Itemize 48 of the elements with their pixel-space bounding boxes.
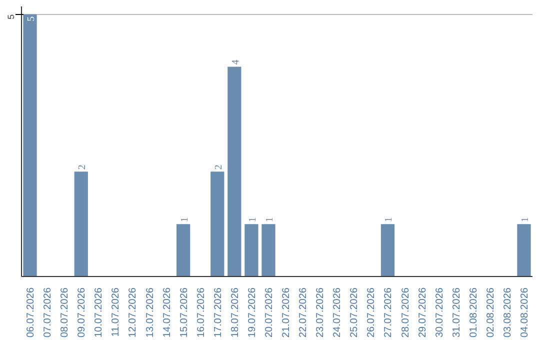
- x-tick-label: 15.07.2026: [178, 287, 190, 338]
- x-tick-label: 08.07.2026: [60, 287, 71, 338]
- x-tick-label: 11.07.2026: [110, 287, 122, 337]
- x-tick-label: 26.07.2026: [366, 287, 378, 338]
- x-tick-label: 16.07.2026: [196, 287, 207, 338]
- bar: [74, 172, 88, 276]
- bar: [210, 172, 224, 276]
- x-tick-label: 21.07.2026: [281, 287, 292, 338]
- bar: [517, 224, 531, 276]
- x-tick-label: 30.07.2026: [434, 287, 446, 338]
- x-tick-label: 22.07.2026: [298, 287, 310, 338]
- x-tick-label: 20.07.2026: [264, 287, 275, 338]
- x-tick-label: 09.07.2026: [76, 287, 88, 338]
- data-label: 1: [264, 217, 276, 222]
- bar: [23, 14, 37, 276]
- x-tick-label: 07.07.2026: [42, 287, 54, 338]
- x-tick-label: 19.07.2026: [246, 287, 258, 338]
- x-tick-label: 18.07.2026: [230, 287, 241, 338]
- x-tick-label: 14.07.2026: [162, 287, 173, 338]
- x-tick-label: 25.07.2026: [349, 287, 360, 338]
- bar: [244, 224, 258, 276]
- x-tick-label: 01.08.2026: [468, 287, 480, 338]
- data-label: 2: [213, 164, 224, 170]
- data-label: 2: [77, 164, 88, 170]
- bar: [176, 224, 190, 276]
- x-tick-label: 10.07.2026: [94, 287, 105, 338]
- x-tick-label: 17.07.2026: [212, 287, 224, 338]
- x-tick-label: 06.07.2026: [26, 287, 37, 338]
- x-tick-label: 31.07.2026: [451, 287, 462, 338]
- bar: [262, 224, 276, 276]
- data-label: 4: [230, 60, 242, 65]
- bar: [228, 66, 242, 276]
- bar: [380, 224, 395, 276]
- x-tick-label: 24.07.2026: [332, 287, 344, 338]
- data-label: 1: [384, 217, 395, 222]
- x-tick-label: 29.07.2026: [417, 287, 428, 338]
- x-tick-label: 28.07.2026: [400, 287, 412, 338]
- x-tick-label: 27.07.2026: [383, 287, 394, 338]
- data-label: 1: [247, 217, 258, 222]
- data-label: 1: [179, 217, 190, 222]
- x-tick-label: 12.07.2026: [128, 287, 139, 338]
- x-tick-label: 02.08.2026: [485, 287, 496, 338]
- x-tick-label: 03.08.2026: [502, 287, 514, 338]
- data-label: 5: [26, 16, 38, 22]
- x-tick-label: 13.07.2026: [144, 287, 156, 338]
- data-label: 1: [520, 217, 531, 222]
- x-tick-label: 23.07.2026: [315, 287, 326, 338]
- x-tick-label: 04.08.2026: [519, 287, 530, 338]
